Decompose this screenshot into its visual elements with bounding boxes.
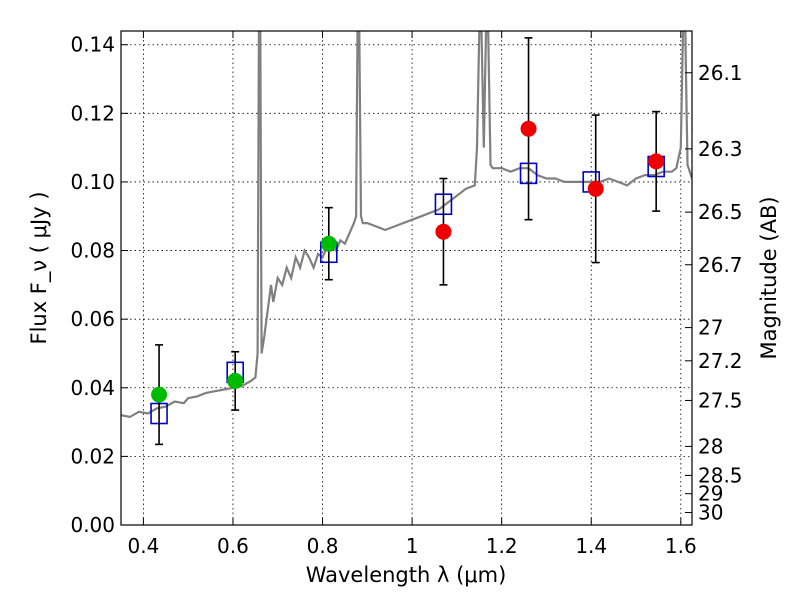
observed-flux-point bbox=[227, 372, 244, 389]
x-tick-label: 1.6 bbox=[665, 534, 697, 558]
magnitude-tick-label: 28 bbox=[698, 434, 723, 458]
y-tick-label: 0.08 bbox=[70, 239, 115, 263]
observed-flux-point bbox=[648, 153, 665, 170]
x-tick-label: 1.4 bbox=[575, 534, 607, 558]
magnitude-tick-label: 28.5 bbox=[698, 463, 743, 487]
x-tick-label: 0.4 bbox=[127, 534, 159, 558]
y-axis-label: Flux F_ν ( μJy ) bbox=[27, 191, 52, 344]
magnitude-tick-label: 26.5 bbox=[698, 200, 743, 224]
y-tick-label: 0.10 bbox=[70, 170, 115, 194]
magnitude-tick-label: 27.5 bbox=[698, 388, 743, 412]
magnitude-tick-label: 26.3 bbox=[698, 137, 743, 161]
y-tick-label: 0.06 bbox=[70, 307, 115, 331]
y-tick-label: 0.00 bbox=[70, 513, 115, 537]
magnitude-tick-label: 26.1 bbox=[698, 61, 743, 85]
plot-frame bbox=[120, 30, 693, 526]
observed-flux-point bbox=[587, 180, 604, 197]
axis-ticks: 0.4 0.6 0.8 1 1.2 1.4 1.6 0.00 0.02 0.04 0.06 0.08 0… bbox=[70, 31, 743, 558]
magnitude-tick-label: 29 bbox=[698, 482, 723, 506]
observed-flux-point bbox=[320, 235, 337, 252]
x-tick-label: 0.8 bbox=[307, 534, 339, 558]
observed-flux-point bbox=[151, 386, 168, 403]
x-tick-label: 0.6 bbox=[217, 534, 249, 558]
observed-flux-point bbox=[520, 120, 537, 137]
x-tick-label: 1.2 bbox=[486, 534, 518, 558]
observed-flux-point bbox=[435, 223, 452, 240]
magnitude-tick-label: 27 bbox=[698, 316, 723, 340]
y-tick-label: 0.02 bbox=[70, 444, 115, 468]
magnitude-axis-label: Magnitude (AB) bbox=[757, 196, 781, 359]
magnitude-tick-label: 27.2 bbox=[698, 349, 743, 373]
data-markers bbox=[150, 37, 665, 446]
x-axis-label: Wavelength λ (μm) bbox=[306, 563, 507, 587]
magnitude-tick-label: 26.7 bbox=[698, 253, 743, 277]
x-tick-label: 1 bbox=[406, 534, 419, 558]
y-tick-label: 0.14 bbox=[70, 33, 115, 57]
magnitude-tick-label: 30 bbox=[698, 501, 723, 525]
y-tick-label: 0.12 bbox=[70, 101, 115, 125]
y-tick-label: 0.04 bbox=[70, 376, 115, 400]
